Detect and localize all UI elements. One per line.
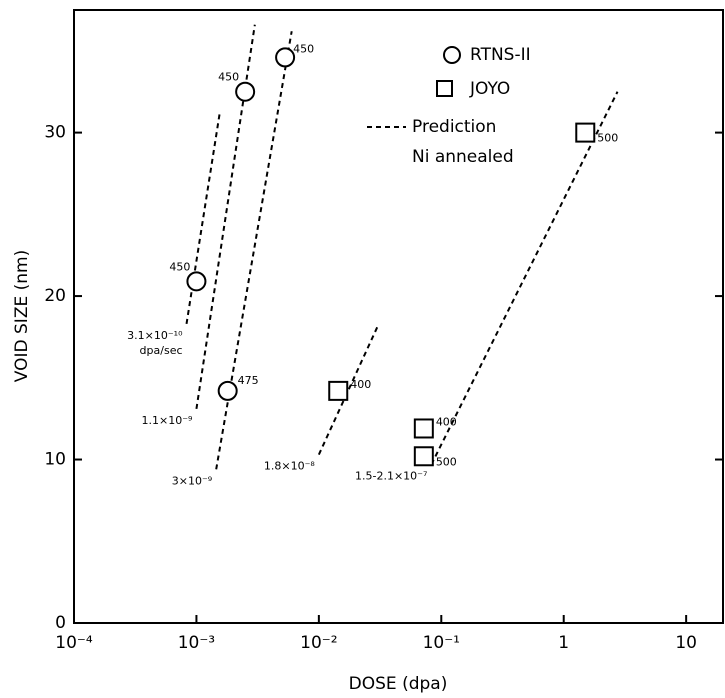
point-label: 475 [238, 374, 259, 387]
data-point [413, 446, 434, 467]
x-tick-label: 10⁻¹ [423, 633, 460, 653]
legend-note: Ni annealed [412, 147, 514, 167]
prediction-line [215, 31, 293, 470]
rate-label: 3×10⁻⁹ [172, 474, 212, 487]
plot-frame [73, 9, 724, 624]
x-axis-title: DOSE (dpa) [349, 674, 448, 694]
data-point [217, 380, 238, 401]
y-tick-label: 10 [44, 450, 66, 470]
point-label: 400 [350, 378, 371, 391]
rate-unit: dpa/sec [140, 344, 183, 357]
x-tick-label: 10⁻³ [178, 633, 215, 653]
legend-label: Prediction [412, 117, 496, 137]
legend-label: RTNS-II [470, 45, 531, 65]
rate-label: 1.5-2.1×10⁻⁷ [355, 469, 427, 482]
rate-label: 1.8×10⁻⁸ [264, 460, 316, 473]
prediction-line [195, 24, 256, 410]
point-label: 450 [293, 42, 314, 55]
point-label: 400 [436, 415, 457, 428]
y-tick-label: 0 [55, 613, 66, 633]
legend-square [436, 80, 453, 97]
rate-label: 1.1×10⁻⁹ [141, 414, 192, 427]
point-label: 450 [218, 71, 239, 84]
y-tick-label: 30 [44, 123, 66, 143]
data-point [413, 418, 434, 439]
legend-circle [443, 46, 461, 64]
x-tick-label: 10⁻² [300, 633, 337, 653]
data-point [275, 47, 296, 68]
x-tick-label: 1 [558, 633, 569, 653]
y-axis-title: VOID SIZE (nm) [12, 250, 32, 382]
point-label: 450 [169, 260, 190, 273]
x-tick-label: 10⁻⁴ [55, 633, 93, 653]
x-tick-label: 10 [675, 633, 697, 653]
data-point [575, 122, 596, 143]
point-label: 500 [436, 455, 457, 468]
legend-label: JOYO [469, 79, 510, 99]
data-point [328, 380, 349, 401]
data-point [235, 81, 256, 102]
rate-label: 3.1×10⁻¹⁰ [127, 329, 183, 342]
prediction-line [430, 91, 619, 465]
y-tick-label: 20 [44, 286, 66, 306]
data-point [186, 271, 207, 292]
point-label: 500 [597, 132, 618, 145]
